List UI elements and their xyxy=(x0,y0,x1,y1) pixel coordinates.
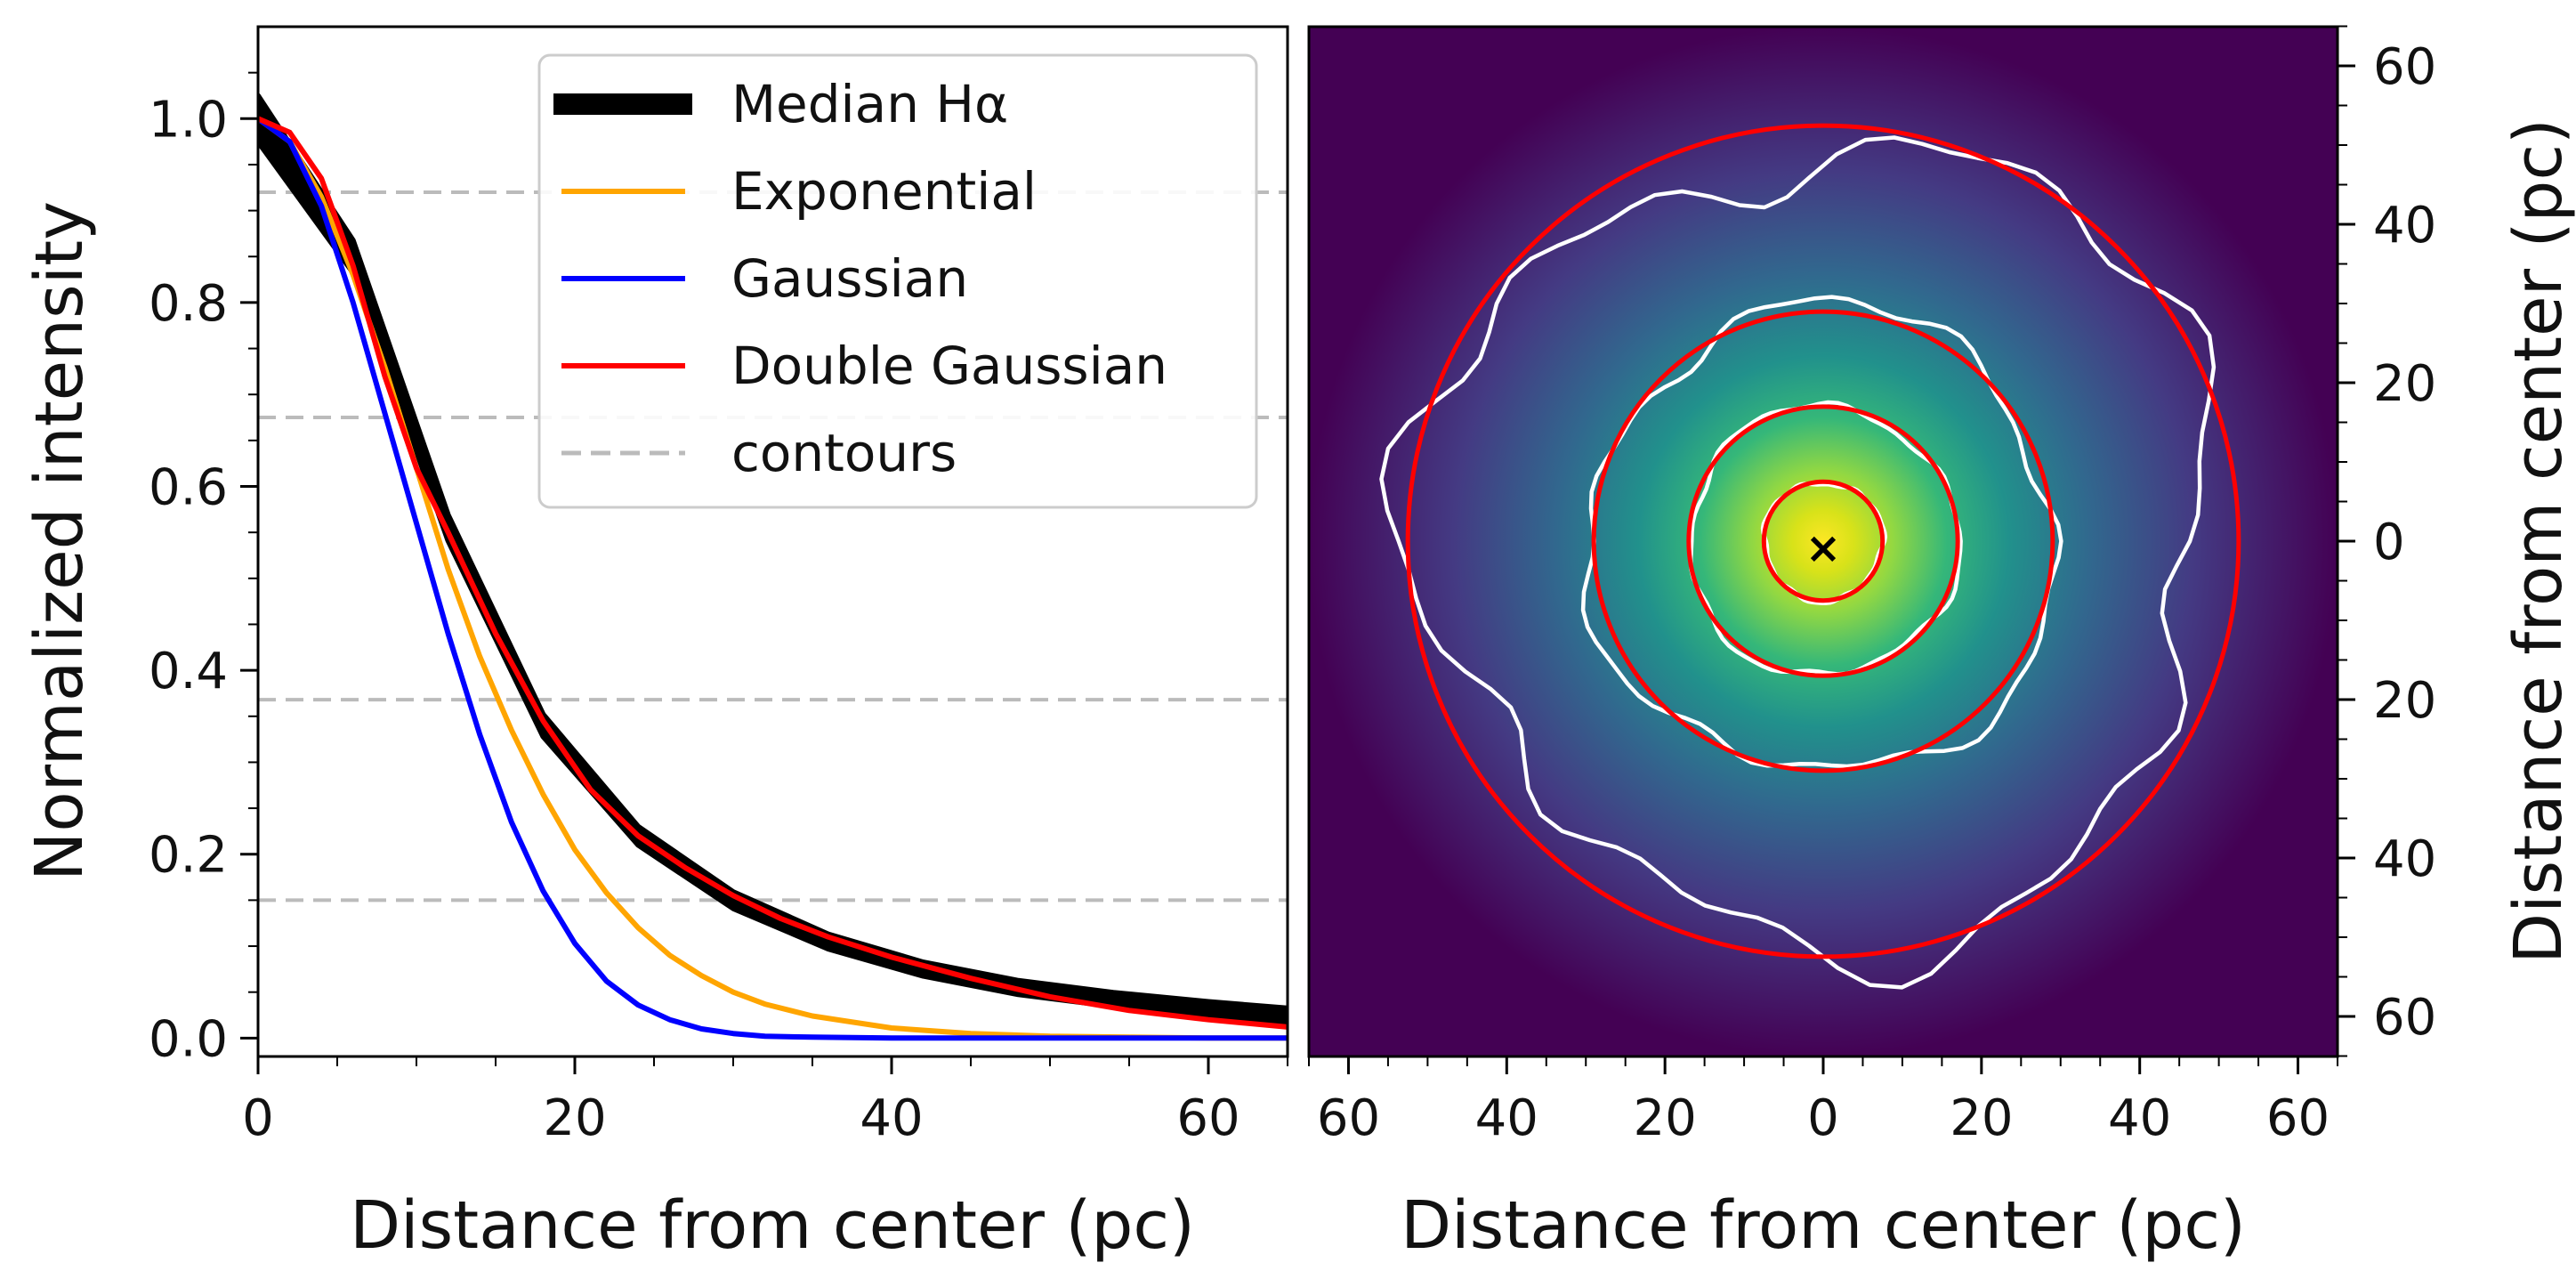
legend-label-median: Median Hα xyxy=(731,74,1008,134)
profile-x-tick-label: 20 xyxy=(543,1089,606,1147)
profile-x-tick-label: 40 xyxy=(860,1089,923,1147)
observed-contour-3 xyxy=(1379,135,2217,990)
legend-label-gaussian: Gaussian xyxy=(731,248,968,309)
observed-contour-1 xyxy=(1688,400,1963,676)
legend-entry-contours: contours xyxy=(561,423,957,483)
legend-entry-median: Median Hα xyxy=(553,74,1008,134)
image-x-tick-label: 20 xyxy=(1950,1089,2013,1147)
profile-x-ticks: 0 20 40 60 xyxy=(242,1056,1240,1147)
fit-circle-2 xyxy=(1591,309,2055,773)
image-axes-frame xyxy=(1307,25,2339,1058)
image-y-ticks: 60 40 20 0 20 40 60 xyxy=(2338,38,2436,1047)
profile-y-ticks: 0.0 0.2 0.4 0.6 0.8 1.0 xyxy=(149,91,258,1068)
series-double-gaussian-line xyxy=(258,116,1288,1030)
image-x-tick-label: 20 xyxy=(1634,1089,1697,1147)
legend-box xyxy=(537,53,1258,509)
profile-x-axis-label: Distance from center (pc) xyxy=(350,1187,1195,1264)
image-x-tick-label: 60 xyxy=(1317,1089,1380,1147)
fit-circles xyxy=(1405,123,2241,959)
fit-circle-0 xyxy=(1761,479,1886,603)
legend-label-exponential: Exponential xyxy=(731,161,1037,222)
profile-x-tick-label: 0 xyxy=(242,1089,274,1147)
image-y-tick-label: 20 xyxy=(2373,355,2436,413)
image-panel: × 60 40 20 0 20 40 60 60 40 20 0 20 40 60 Distance f… xyxy=(1307,25,2576,1264)
series-gaussian-line xyxy=(258,116,1288,1041)
profile-y-tick-label: 0.8 xyxy=(149,275,228,333)
image-x-ticks: 60 40 20 0 20 40 60 xyxy=(1317,1056,2330,1147)
fit-circle-1 xyxy=(1686,404,1960,678)
image-y-tick-label: 60 xyxy=(2373,989,2436,1047)
intensity-map xyxy=(1309,27,2338,1056)
profile-y-axis-label: Normalized intensity xyxy=(21,201,98,881)
legend-label-contours: contours xyxy=(731,423,957,483)
profile-x-tick-label: 60 xyxy=(1176,1089,1240,1147)
legend: Median Hα Exponential Gaussian Double Ga… xyxy=(537,53,1258,509)
profile-axes-frame xyxy=(256,25,1289,1058)
series-median-band xyxy=(258,93,1288,1025)
fit-circle-3 xyxy=(1405,123,2241,959)
profile-panel: 0 20 40 60 0.0 0.2 0.4 0.6 0.8 1.0 Distance from… xyxy=(21,25,1289,1264)
profile-y-tick-label: 0.2 xyxy=(149,827,228,885)
image-x-tick-label: 0 xyxy=(1807,1089,1839,1147)
image-y-axis-label: Distance from center (pc) xyxy=(2500,118,2576,964)
legend-entry-exponential: Exponential xyxy=(561,161,1037,222)
profile-minor-ticks xyxy=(248,71,1288,1066)
image-y-tick-label: 40 xyxy=(2373,830,2436,888)
legend-entry-gaussian: Gaussian xyxy=(561,248,968,309)
profile-y-tick-label: 0.0 xyxy=(149,1010,228,1068)
legend-entry-double-gaussian: Double Gaussian xyxy=(561,336,1167,396)
image-minor-ticks xyxy=(1308,25,2347,1066)
image-x-axis-label: Distance from center (pc) xyxy=(1401,1187,2246,1264)
image-y-tick-label: 60 xyxy=(2373,38,2436,96)
profile-series xyxy=(258,93,1288,1041)
image-x-tick-label: 60 xyxy=(2266,1089,2330,1147)
profile-y-tick-label: 0.4 xyxy=(149,643,228,700)
image-y-tick-label: 0 xyxy=(2373,514,2405,571)
image-x-tick-label: 40 xyxy=(1475,1089,1538,1147)
center-marker: × xyxy=(1805,523,1841,573)
legend-label-double-gaussian: Double Gaussian xyxy=(731,336,1167,396)
profile-y-tick-label: 0.6 xyxy=(149,459,228,517)
image-x-tick-label: 40 xyxy=(2108,1089,2171,1147)
profile-y-tick-label: 1.0 xyxy=(149,91,228,149)
image-content xyxy=(1309,27,2338,1056)
image-y-tick-label: 40 xyxy=(2373,197,2436,255)
image-y-tick-label: 20 xyxy=(2373,672,2436,730)
